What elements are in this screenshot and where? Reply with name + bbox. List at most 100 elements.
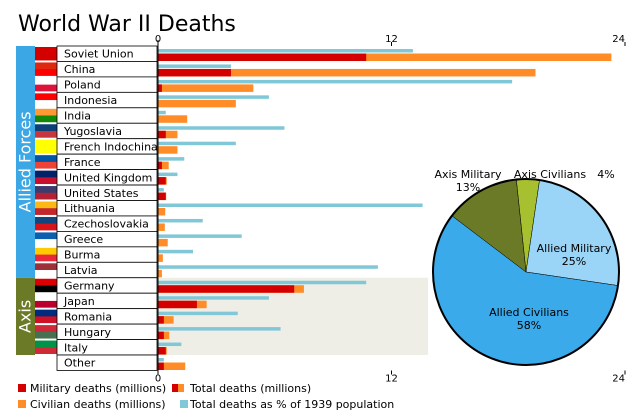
military-bar [158,285,295,293]
category-label: Czechoslovakia [64,218,149,231]
group-band [16,46,35,278]
total-bar [158,238,168,247]
flag [35,201,57,210]
category-label: Yugoslavia [63,125,122,138]
pie-slice [525,179,620,286]
flag [35,325,57,333]
total-bar [158,99,236,108]
flag [35,263,57,272]
category-label: Other [64,357,96,370]
total-bar [158,68,536,77]
percent-bar [158,172,178,177]
percent-bar [158,249,194,254]
total-bar [158,208,166,216]
percent-bar [158,157,185,161]
percent-bar [158,188,164,192]
x-tick-label: 12 [385,34,398,45]
flag [35,340,57,349]
flag [35,53,57,61]
percent-bar [158,203,423,207]
group-label: Allied Forces [16,111,35,212]
legend-label: Civilian deaths (millions) [30,398,166,411]
x-tick-label: 0 [155,34,161,45]
total-bar [158,130,178,139]
pie-value-label: 13% [456,181,480,194]
flag [35,300,57,308]
percent-bar [158,358,164,362]
total-bar [158,146,178,154]
legend-swatch [18,384,26,392]
flag [35,316,57,324]
percent-bar [158,49,413,53]
category-label: United States [64,187,139,200]
legend-swatch [178,384,184,392]
flag [35,177,57,185]
flag [35,270,57,277]
percent-bar [158,234,242,238]
flag [35,223,57,231]
pie-label: Axis Military [434,168,502,181]
group-label: Axis [16,300,35,333]
total-bar [158,316,174,324]
flag [35,232,57,241]
flag [35,254,57,262]
flag [35,192,57,200]
total-bar [158,223,165,231]
total-bar [158,161,169,170]
category-label: Indonesia [64,94,117,107]
flag [35,69,57,76]
pie-label: Allied Military [537,242,612,255]
legend-swatch [18,400,26,408]
category-label: Romania [64,310,112,323]
flag [35,62,57,71]
pie-outline [432,178,620,366]
pie-value-label: 4% [597,168,614,181]
legend-swatch [172,384,178,392]
flag [35,161,57,169]
percent-bar [158,296,269,300]
flag [35,331,57,339]
percent-bar [158,280,367,285]
military-bar [158,362,164,370]
flag [35,155,57,163]
category-label: India [64,110,91,123]
flag [35,93,57,102]
chart-title: World War II Deaths [18,12,236,37]
total-bar [158,115,188,123]
flag [35,108,57,117]
flag [35,247,57,256]
x-tick-label: 24 [612,34,625,45]
military-bar [158,177,166,185]
military-bar [158,331,164,340]
military-bar [158,316,164,324]
percent-bar [158,110,166,115]
x-tick-label: 0 [155,373,161,384]
flag [35,294,57,302]
x-tick-label: 24 [612,373,625,384]
flag [35,77,57,86]
legend-label: Total deaths as % of 1939 population [189,398,394,411]
flag [35,309,57,318]
flag [35,130,57,138]
percent-bar [158,265,378,269]
category-label: France [64,156,101,169]
total-bar [158,53,612,61]
percent-bar [158,327,281,331]
flag [35,186,57,194]
category-label: Soviet Union [64,48,134,61]
category-label: Italy [64,341,88,354]
flag [35,146,57,154]
percent-bar [158,79,513,84]
military-bar [158,53,367,61]
x-tick-label: 12 [385,373,398,384]
category-box [56,354,158,371]
flag [35,285,57,293]
flag [35,139,57,148]
military-bar [158,68,231,77]
category-label: China [64,63,95,76]
category-label: Germany [64,279,115,292]
category-label: Burma [64,249,100,262]
flag [35,170,57,179]
flag [35,47,57,55]
total-bar [158,362,186,370]
